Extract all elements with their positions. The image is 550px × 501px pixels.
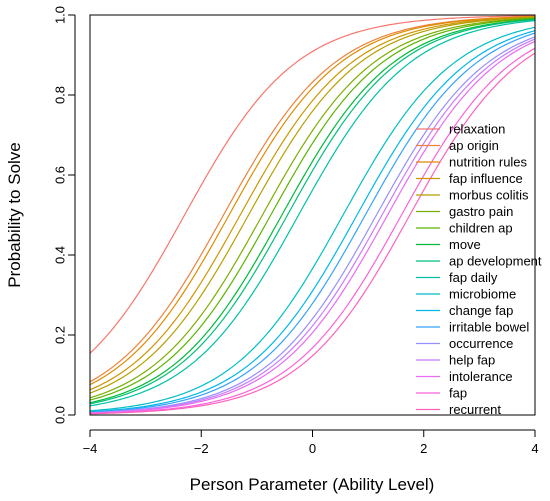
legend-label: help fap — [449, 353, 495, 368]
y-tick-label: 0.8 — [53, 86, 68, 104]
series-line-fap — [89, 47, 536, 415]
series-line-morbus-colitis — [89, 16, 536, 394]
series-line-help-fap — [89, 38, 536, 414]
series-line-ap-development — [89, 19, 536, 405]
legend-label: fap — [449, 386, 467, 401]
series-line-fap-daily — [89, 20, 536, 407]
legend-label: move — [449, 237, 481, 252]
series-line-intolerance — [89, 40, 536, 414]
x-axis: −4 −2 0 2 4 — [83, 429, 539, 456]
y-tick-label: 0.6 — [53, 166, 68, 184]
series-line-nutrition-rules — [89, 16, 536, 386]
legend-label: fap daily — [449, 270, 498, 285]
legend-label: occurrence — [449, 336, 513, 351]
legend-label: gastro pain — [449, 204, 513, 219]
series-line-move — [89, 18, 536, 404]
legend-label: change fap — [449, 303, 513, 318]
x-tick-label: 2 — [420, 441, 427, 456]
series-line-change-fap — [89, 30, 536, 413]
legend-label: ap origin — [449, 138, 499, 153]
y-axis-title: Probability to Solve — [5, 142, 24, 288]
series-line-children-ap — [89, 17, 536, 401]
legend-label: ap development — [449, 254, 542, 269]
y-axis: 0.0 0.2 0.4 0.6 0.8 1.0 — [53, 6, 76, 424]
series-line-occurrence — [89, 36, 536, 414]
y-tick-label: 1.0 — [53, 6, 68, 24]
legend-label: intolerance — [449, 369, 513, 384]
x-tick-label: −2 — [194, 441, 209, 456]
legend-label: morbus colitis — [449, 188, 529, 203]
y-tick-label: 0.4 — [53, 246, 68, 264]
series-line-relaxation — [89, 15, 536, 354]
curves-group — [89, 15, 536, 415]
legend-label: recurrent — [449, 402, 501, 417]
x-axis-title: Person Parameter (Ability Level) — [190, 475, 435, 494]
series-line-irritable-bowel — [89, 32, 536, 413]
legend-label: nutrition rules — [449, 155, 528, 170]
y-tick-label: 0.2 — [53, 326, 68, 344]
x-tick-label: 0 — [309, 441, 316, 456]
legend-label: children ap — [449, 221, 513, 236]
x-tick-label: −4 — [83, 441, 98, 456]
series-line-fap-influence — [89, 16, 536, 391]
x-tick-label: 4 — [531, 441, 538, 456]
legend-label: fap influence — [449, 171, 523, 186]
y-tick-label: 0.0 — [53, 406, 68, 424]
series-line-gastro-pain — [89, 17, 536, 399]
legend-label: irritable bowel — [449, 320, 529, 335]
legend-label: relaxation — [449, 122, 505, 137]
series-line-recurrent — [89, 52, 536, 415]
series-line-microbiome — [89, 26, 536, 412]
legend-label: microbiome — [449, 287, 516, 302]
plot-frame — [89, 14, 536, 416]
